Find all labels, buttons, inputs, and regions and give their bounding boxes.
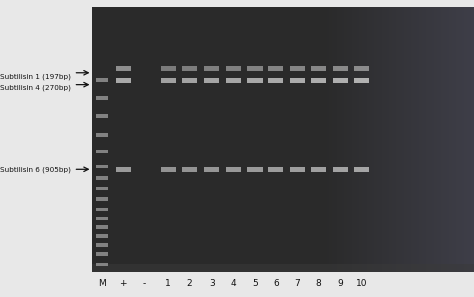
Bar	[96, 225, 108, 229]
Bar	[161, 78, 176, 83]
Bar	[182, 78, 197, 83]
Bar	[96, 252, 108, 256]
Bar	[116, 66, 131, 71]
Bar	[290, 78, 305, 83]
Bar	[290, 66, 305, 71]
Bar	[182, 167, 197, 172]
Bar	[96, 78, 108, 82]
Bar	[182, 66, 197, 71]
Bar	[96, 176, 108, 180]
Bar	[311, 66, 326, 71]
Text: 8: 8	[316, 279, 321, 288]
Bar	[96, 114, 108, 118]
Bar	[354, 167, 369, 172]
Bar	[161, 167, 176, 172]
Text: 7: 7	[294, 279, 300, 288]
Bar	[354, 66, 369, 71]
Bar	[311, 78, 326, 83]
Bar	[96, 133, 108, 137]
Bar	[333, 167, 348, 172]
Bar	[311, 167, 326, 172]
Bar	[96, 197, 108, 201]
Bar	[333, 66, 348, 71]
Text: 4: 4	[231, 279, 237, 288]
Bar	[96, 187, 108, 190]
Bar	[354, 78, 369, 83]
Text: 9: 9	[337, 279, 343, 288]
Bar	[161, 66, 176, 71]
Bar	[268, 78, 283, 83]
Bar	[247, 167, 263, 172]
Bar	[96, 234, 108, 238]
Text: 3: 3	[209, 279, 215, 288]
Bar	[247, 78, 263, 83]
Bar	[226, 66, 241, 71]
Bar	[92, 7, 474, 272]
Bar	[116, 167, 131, 172]
Bar	[96, 165, 108, 168]
Text: 6: 6	[273, 279, 279, 288]
Bar	[96, 208, 108, 211]
Bar	[92, 264, 474, 272]
Bar	[268, 66, 283, 71]
Bar	[96, 96, 108, 100]
Bar	[290, 167, 305, 172]
Bar	[204, 167, 219, 172]
Bar	[226, 167, 241, 172]
Text: 10: 10	[356, 279, 367, 288]
Text: +: +	[119, 279, 127, 288]
Text: -: -	[143, 279, 146, 288]
Bar	[116, 78, 131, 83]
Text: Subtilisin 4 (270bp): Subtilisin 4 (270bp)	[0, 84, 71, 91]
Bar	[247, 66, 263, 71]
Bar	[204, 78, 219, 83]
Bar	[268, 167, 283, 172]
Text: 5: 5	[252, 279, 258, 288]
Text: 1: 1	[165, 279, 171, 288]
Text: 2: 2	[187, 279, 192, 288]
Bar	[333, 78, 348, 83]
Text: Subtilisin 1 (197bp): Subtilisin 1 (197bp)	[0, 74, 71, 80]
Bar	[96, 150, 108, 153]
Text: Subtilisin 6 (905bp): Subtilisin 6 (905bp)	[0, 166, 71, 173]
Bar	[96, 243, 108, 247]
Bar	[96, 263, 108, 266]
Bar	[96, 217, 108, 220]
Bar	[226, 78, 241, 83]
Text: M: M	[98, 279, 106, 288]
Bar	[204, 66, 219, 71]
